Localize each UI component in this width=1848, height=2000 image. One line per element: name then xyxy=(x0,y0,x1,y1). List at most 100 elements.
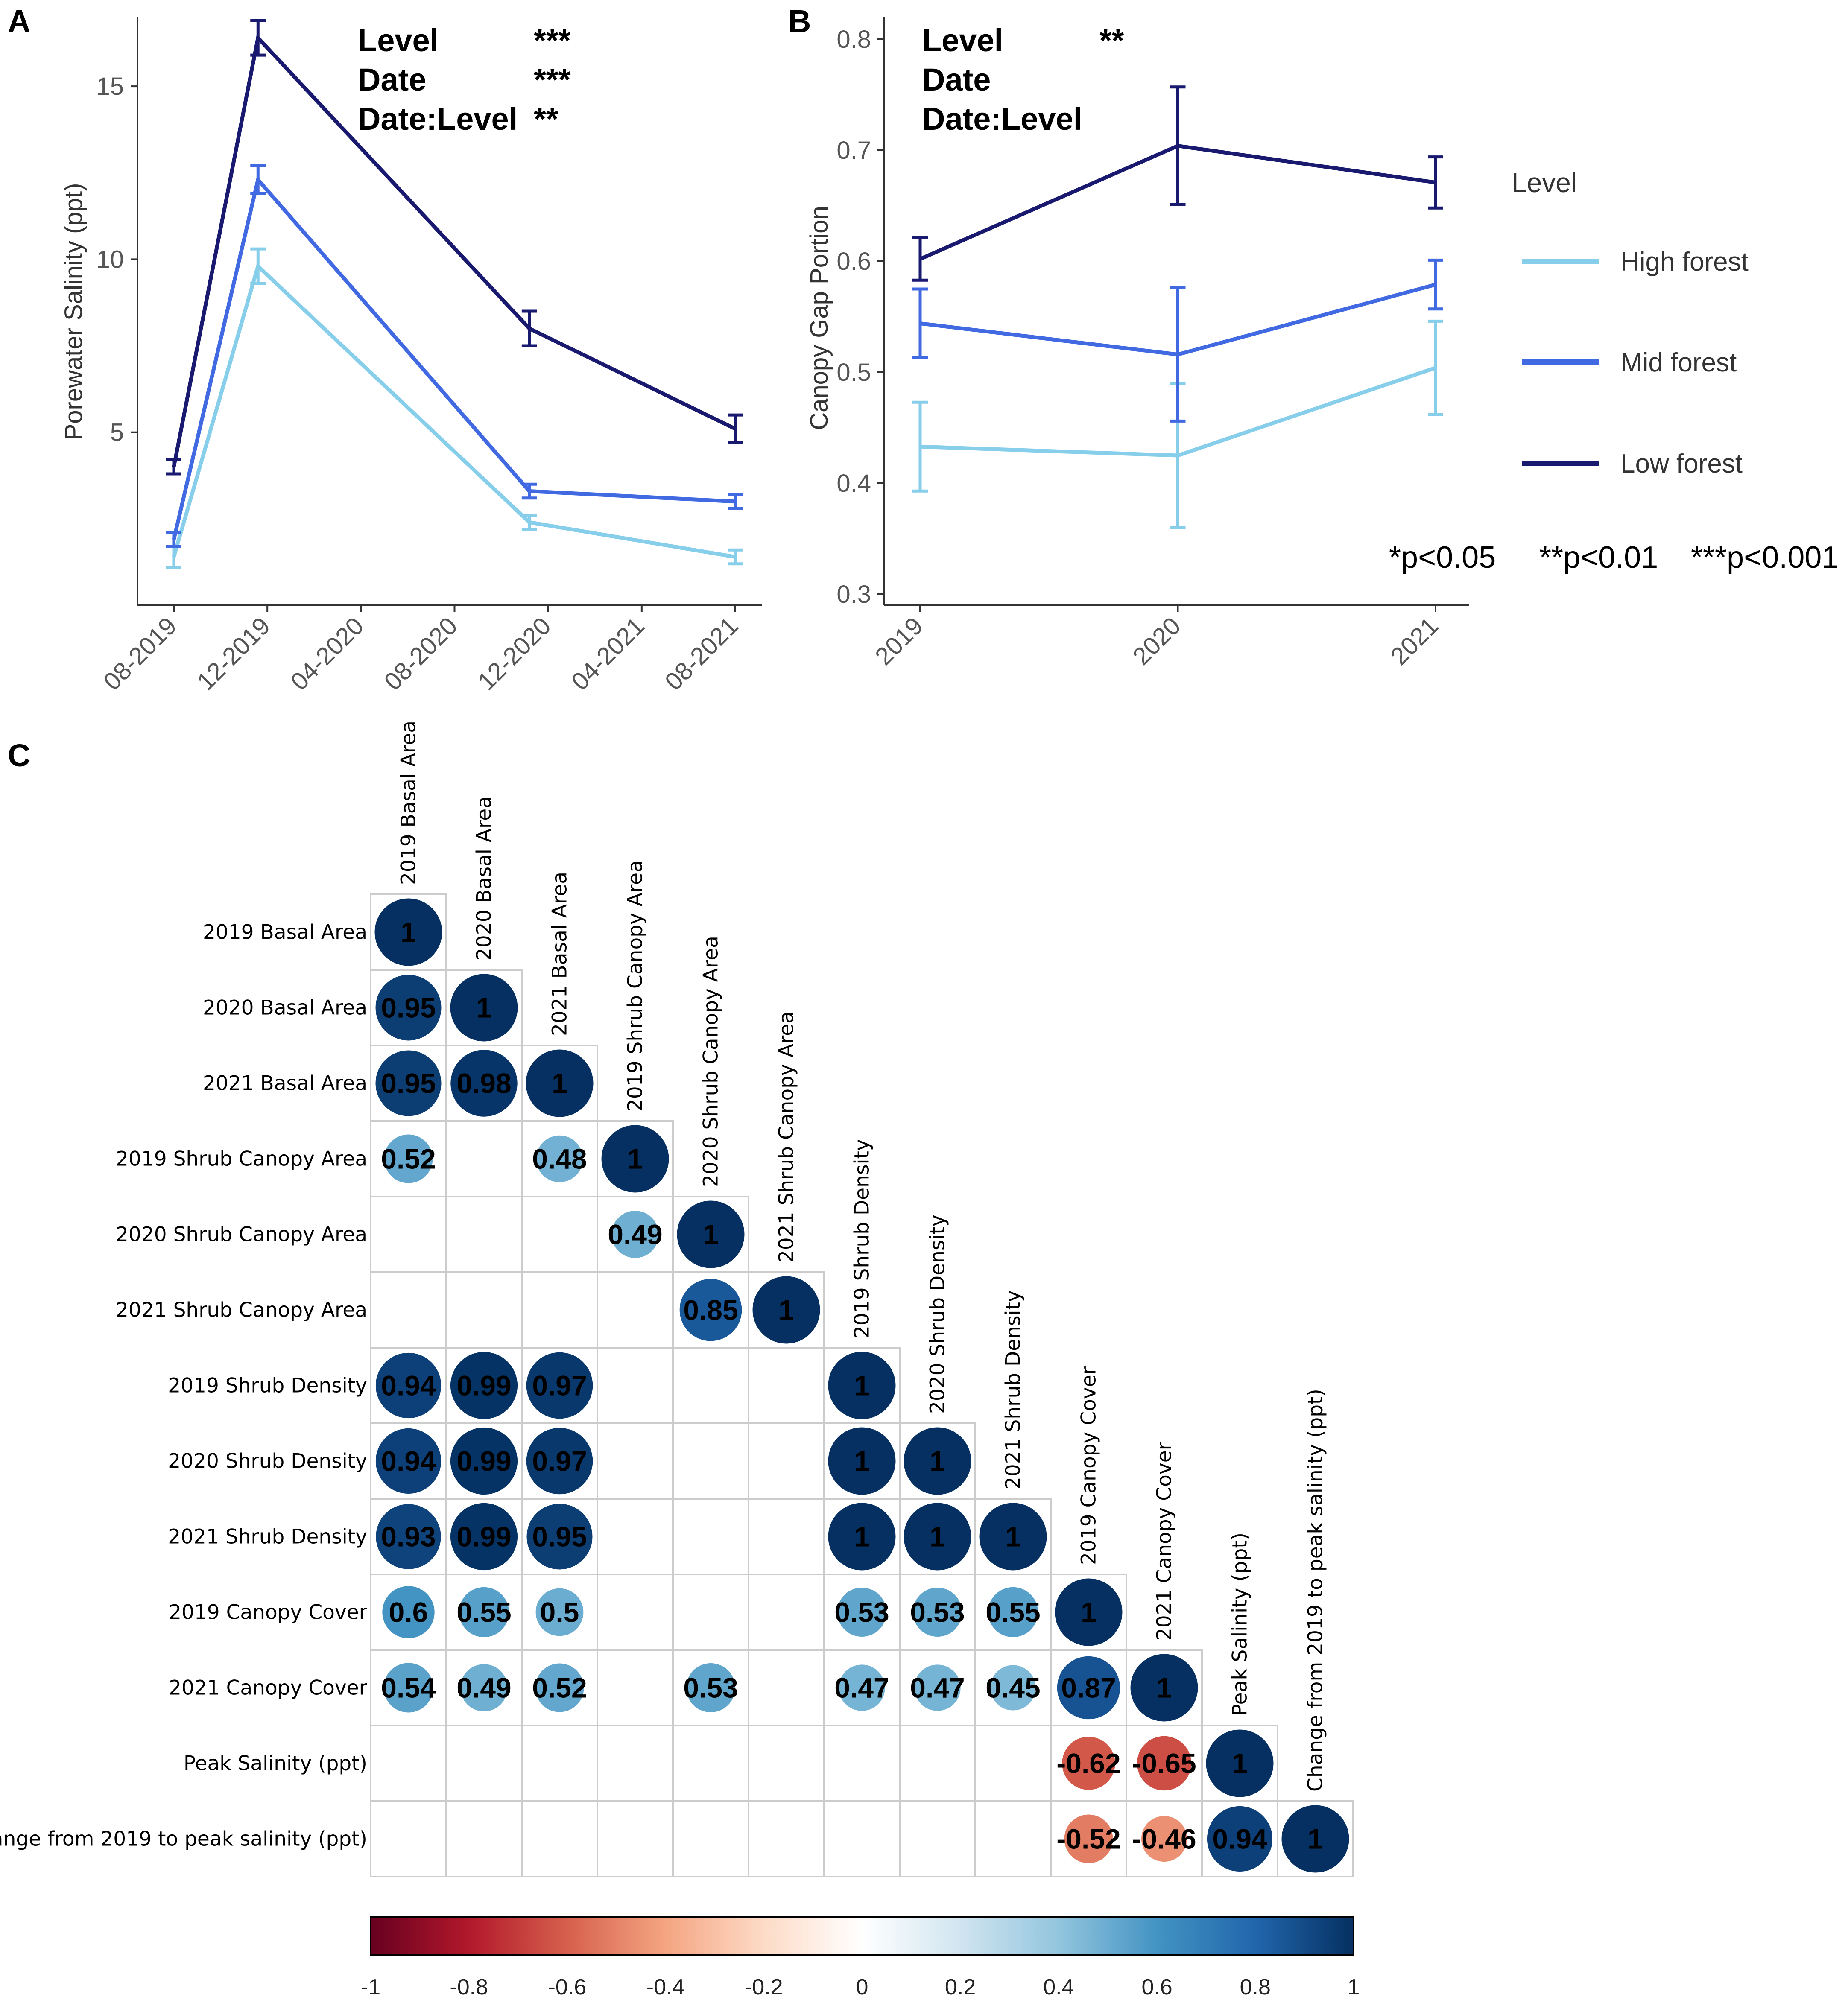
correlation-value: 1 xyxy=(401,917,416,948)
correlation-cell xyxy=(899,1800,976,1877)
row-label-2019-shrub-density: 2019 Shrub Density xyxy=(168,1374,367,1398)
legend-label-low-forest: Low forest xyxy=(1620,449,1743,479)
column-label-change-from-2019-to-peak-salinity-ppt: Change from 2019 to peak salinity (ppt) xyxy=(1304,1389,1328,1792)
panel-b-series xyxy=(912,85,1443,529)
correlation-circle xyxy=(1207,1806,1273,1872)
correlation-cell xyxy=(445,1725,523,1802)
correlation-column-labels: 2019 Basal Area 2020 Basal Area 2021 Basal… xyxy=(397,721,1328,1792)
correlation-circle xyxy=(450,1050,518,1117)
correlation-cell xyxy=(597,1498,674,1575)
correlation-value: 0.93 xyxy=(381,1521,436,1553)
correlation-circle xyxy=(837,1587,887,1637)
correlation-value: 0.99 xyxy=(456,1521,511,1553)
panel-a-y-ticks: 5 10 15 xyxy=(96,73,137,447)
correlation-circle xyxy=(601,1125,669,1193)
correlation-cell xyxy=(748,1347,825,1424)
correlation-cell xyxy=(1277,1800,1354,1877)
correlation-cell xyxy=(521,1196,598,1273)
legend-title: Level xyxy=(1512,167,1577,198)
correlation-circle xyxy=(912,1587,962,1637)
panel-b-errorbar-low-forest xyxy=(1428,155,1443,210)
panel-b-errorbar-mid-forest xyxy=(1170,286,1186,423)
correlation-circle xyxy=(990,1665,1036,1711)
correlation-value: 0.55 xyxy=(985,1597,1040,1628)
panel-label-c: C xyxy=(8,738,30,773)
correlation-value: 0.94 xyxy=(381,1445,436,1477)
panel-a-line-low-forest xyxy=(172,34,736,467)
correlation-cell xyxy=(370,1725,447,1802)
column-label-2020-shrub-density: 2020 Shrub Density xyxy=(926,1215,950,1414)
correlation-value: 0.85 xyxy=(683,1294,738,1326)
panel-a-x-tick-label: 04-2021 xyxy=(566,612,650,695)
correlation-circle xyxy=(914,1664,961,1711)
correlation-value: 1 xyxy=(1005,1521,1021,1553)
panel-a-x-tick-label: 04-2020 xyxy=(285,612,369,695)
row-label-2021-shrub-canopy-area: 2021 Shrub Canopy Area xyxy=(116,1299,367,1322)
column-label-2019-shrub-canopy-area: 2019 Shrub Canopy Area xyxy=(624,860,647,1112)
panel-b-x-tick-label: 2021 xyxy=(1385,612,1444,670)
correlation-circle xyxy=(1057,1656,1120,1720)
correlation-circle xyxy=(376,1504,441,1569)
column-label-2020-shrub-canopy-area: 2020 Shrub Canopy Area xyxy=(699,936,723,1187)
correlation-cell xyxy=(748,1498,825,1575)
panel-a-errorbar-mid-forest xyxy=(166,531,181,548)
correlation-value: 0.49 xyxy=(608,1219,662,1250)
correlation-value: -0.52 xyxy=(1056,1823,1120,1855)
correlation-value: 1 xyxy=(476,992,492,1024)
correlation-cells: 1 0.95 1 0.95 0.98 1 0.52 0.48 1 0.49 1 0.85 1 0.94 0.… xyxy=(370,893,1354,1877)
correlation-circle xyxy=(374,898,442,966)
correlation-circle xyxy=(375,1050,442,1116)
correlation-cell xyxy=(672,1800,749,1877)
panel-a-errorbar-mid-forest xyxy=(250,164,266,195)
correlation-cell xyxy=(748,1422,825,1500)
correlation-value: 0.97 xyxy=(532,1445,587,1477)
panel-b-y-tick-label: 0.7 xyxy=(836,137,871,164)
column-label-2021-canopy-cover: 2021 Canopy Cover xyxy=(1153,1442,1176,1641)
legend-label-high-forest: High forest xyxy=(1620,247,1749,277)
panel-a-errorbar-low-forest xyxy=(521,309,537,347)
correlation-cell xyxy=(672,1422,749,1500)
correlation-circle xyxy=(526,1504,593,1570)
pvalue-note-1: *p<0.05 xyxy=(1389,540,1496,575)
correlation-circle xyxy=(839,1664,885,1711)
panel-a-stat-sig-2: *** xyxy=(534,62,571,97)
row-label-peak-salinity-ppt: Peak Salinity (ppt) xyxy=(184,1752,367,1775)
colorbar-tick-label: -0.8 xyxy=(450,1975,488,2000)
correlation-value: 0.53 xyxy=(683,1672,738,1704)
panel-a-x-ticks: 08-2019 12-2019 04-2020 08-2020 12-2020 04-20… xyxy=(98,605,743,696)
correlation-cell xyxy=(597,1800,674,1877)
row-label-2020-shrub-density: 2020 Shrub Density xyxy=(168,1450,367,1473)
correlation-circle xyxy=(1055,1578,1123,1646)
correlation-circle xyxy=(375,1428,442,1494)
column-label-2019-shrub-density: 2019 Shrub Density xyxy=(851,1139,874,1338)
colorbar-tick-label: 0.8 xyxy=(1240,1975,1271,2000)
correlation-circle xyxy=(450,1352,518,1419)
panel-a-series xyxy=(166,19,743,569)
colorbar-tick-label: 0.4 xyxy=(1043,1975,1074,2000)
correlation-value: 0.5 xyxy=(540,1597,579,1628)
column-label-2020-basal-area: 2020 Basal Area xyxy=(473,796,496,961)
correlation-cell xyxy=(748,1725,825,1802)
row-label-2019-basal-area: 2019 Basal Area xyxy=(203,921,367,944)
panel-a-line-mid-forest xyxy=(172,175,736,540)
correlation-circle xyxy=(752,1276,820,1344)
column-label-2021-basal-area: 2021 Basal Area xyxy=(548,872,572,1036)
correlation-cell xyxy=(370,1196,447,1273)
panel-a-x-tick-label: 12-2019 xyxy=(192,612,275,695)
correlation-value: -0.46 xyxy=(1132,1823,1196,1855)
row-label-change-from-2019-to-peak-salinity-ppt: Change from 2019 to peak salinity (ppt) xyxy=(0,1828,367,1851)
correlation-cell xyxy=(597,1725,674,1802)
panel-b-errorbar-mid-forest xyxy=(1428,258,1443,311)
correlation-value: 0.6 xyxy=(389,1597,428,1628)
correlation-value: 1 xyxy=(1232,1748,1248,1779)
panel-a-errorbar-high-forest xyxy=(728,548,743,566)
panel-b-y-tick-label: 0.6 xyxy=(836,248,871,275)
correlation-row-labels: 2019 Basal Area 2020 Basal Area 2021 Basal… xyxy=(0,921,368,1851)
correlation-circle xyxy=(828,1503,896,1571)
correlation-cell xyxy=(370,1800,447,1877)
correlation-value: 0.52 xyxy=(381,1143,436,1175)
correlation-value: 0.47 xyxy=(910,1672,965,1704)
panel-b-legend: Level High forest Mid forest Low forest xyxy=(1512,167,1749,479)
colorbar-tick-label: -0.6 xyxy=(548,1975,587,2000)
